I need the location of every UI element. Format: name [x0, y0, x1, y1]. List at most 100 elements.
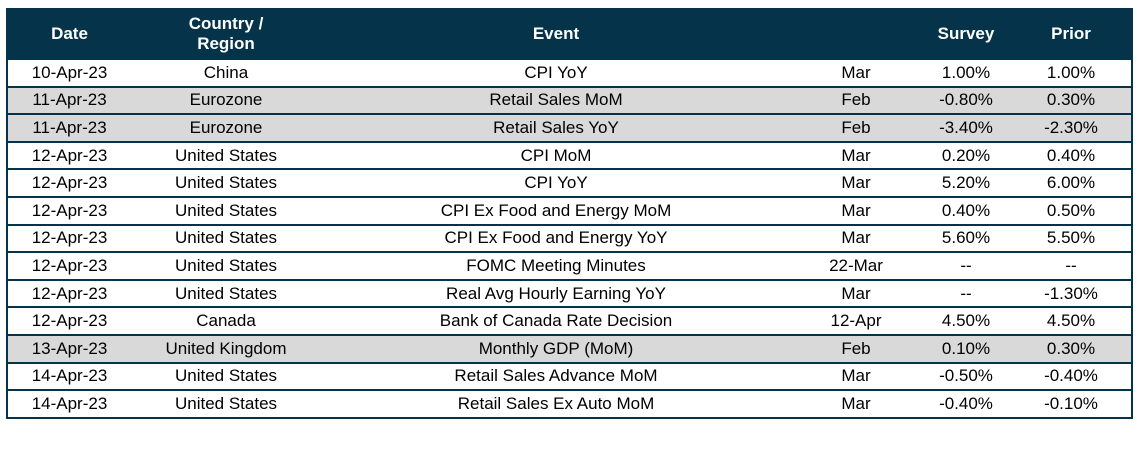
cell-country: United States: [131, 361, 321, 392]
cell-prior: 6.00%: [1011, 168, 1132, 198]
column-header-label: Survey: [937, 23, 995, 43]
cell-prior: -2.30%: [1011, 113, 1132, 143]
cell-country: China: [131, 58, 321, 88]
cell-country: United States: [131, 140, 321, 171]
cell-country: United States: [131, 389, 321, 419]
column-header-survey: Survey: [921, 9, 1011, 59]
column-header-country: Country / Region: [131, 9, 321, 59]
cell-event: Real Avg Hourly Earning YoY: [321, 278, 791, 309]
column-header-event: Event: [321, 9, 791, 59]
cell-period: Mar: [791, 389, 921, 419]
cell-prior: -1.30%: [1011, 278, 1132, 309]
cell-period: 12-Apr: [791, 306, 921, 336]
column-header-period: [791, 9, 921, 59]
cell-country: United States: [131, 278, 321, 309]
cell-period: Mar: [791, 278, 921, 309]
table-body: 10-Apr-23 China CPI YoY Mar 1.00% 1.00% 11-Apr…: [7, 58, 1132, 419]
table-row: 13-Apr-23 United Kingdom Monthly GDP (MoM)…: [7, 333, 1132, 364]
column-header-date: Date: [7, 9, 131, 59]
cell-survey: 4.50%: [921, 306, 1011, 336]
column-header-prior: Prior: [1011, 9, 1132, 59]
cell-country: Eurozone: [131, 113, 321, 143]
cell-event: Bank of Canada Rate Decision: [321, 306, 791, 336]
cell-period: Mar: [791, 361, 921, 392]
cell-survey: --: [921, 278, 1011, 309]
economic-calendar-table: Date Country / Region Event Survey Prior 10-…: [6, 8, 1133, 419]
cell-survey: 0.20%: [921, 140, 1011, 171]
table-row: 12-Apr-23 United States CPI MoM Mar 0.20% 0.4…: [7, 140, 1132, 171]
cell-event: Retail Sales MoM: [321, 85, 791, 116]
cell-date: 12-Apr-23: [7, 306, 131, 336]
cell-country: United States: [131, 195, 321, 226]
cell-country: Canada: [131, 306, 321, 336]
cell-survey: 0.40%: [921, 195, 1011, 226]
column-header-label: Date: [51, 23, 88, 43]
table-row: 12-Apr-23 Canada Bank of Canada Rate Decis…: [7, 306, 1132, 336]
table-row: 12-Apr-23 United States CPI Ex Food and En…: [7, 195, 1132, 226]
cell-period: Mar: [791, 195, 921, 226]
cell-event: CPI MoM: [321, 140, 791, 171]
economic-calendar: Date Country / Region Event Survey Prior 10-…: [6, 8, 1133, 419]
header-row: Date Country / Region Event Survey Prior: [7, 9, 1132, 59]
column-header-label: Prior: [1051, 23, 1091, 43]
cell-date: 10-Apr-23: [7, 58, 131, 88]
cell-date: 14-Apr-23: [7, 361, 131, 392]
cell-country: United States: [131, 168, 321, 198]
cell-prior: 0.40%: [1011, 140, 1132, 171]
cell-event: Retail Sales YoY: [321, 113, 791, 143]
cell-date: 13-Apr-23: [7, 333, 131, 364]
cell-event: FOMC Meeting Minutes: [321, 251, 791, 281]
table-row: 12-Apr-23 United States Real Avg Hourly Ea…: [7, 278, 1132, 309]
table-row: 12-Apr-23 United States FOMC Meeting Minut…: [7, 251, 1132, 281]
cell-period: Feb: [791, 113, 921, 143]
cell-date: 12-Apr-23: [7, 195, 131, 226]
cell-date: 12-Apr-23: [7, 140, 131, 171]
cell-date: 12-Apr-23: [7, 278, 131, 309]
table-row: 11-Apr-23 Eurozone Retail Sales YoY Feb -3.4…: [7, 113, 1132, 143]
cell-prior: 1.00%: [1011, 58, 1132, 88]
column-header-label: Country / Region: [188, 13, 264, 53]
cell-period: Mar: [791, 223, 921, 254]
cell-date: 12-Apr-23: [7, 168, 131, 198]
cell-event: CPI YoY: [321, 58, 791, 88]
cell-prior: 5.50%: [1011, 223, 1132, 254]
cell-date: 12-Apr-23: [7, 251, 131, 281]
cell-event: CPI Ex Food and Energy MoM: [321, 195, 791, 226]
cell-prior: 4.50%: [1011, 306, 1132, 336]
cell-prior: -0.10%: [1011, 389, 1132, 419]
cell-survey: -0.80%: [921, 85, 1011, 116]
cell-period: Feb: [791, 85, 921, 116]
cell-survey: 0.10%: [921, 333, 1011, 364]
table-row: 12-Apr-23 United States CPI Ex Food and En…: [7, 223, 1132, 254]
table-row: 14-Apr-23 United States Retail Sales Advan…: [7, 361, 1132, 392]
cell-country: United States: [131, 223, 321, 254]
cell-date: 11-Apr-23: [7, 85, 131, 116]
cell-event: Monthly GDP (MoM): [321, 333, 791, 364]
cell-event: CPI Ex Food and Energy YoY: [321, 223, 791, 254]
cell-country: United States: [131, 251, 321, 281]
cell-country: Eurozone: [131, 85, 321, 116]
cell-date: 12-Apr-23: [7, 223, 131, 254]
cell-prior: 0.30%: [1011, 85, 1132, 116]
cell-survey: -0.40%: [921, 389, 1011, 419]
cell-survey: 5.60%: [921, 223, 1011, 254]
cell-event: Retail Sales Ex Auto MoM: [321, 389, 791, 419]
cell-survey: --: [921, 251, 1011, 281]
cell-event: Retail Sales Advance MoM: [321, 361, 791, 392]
cell-prior: 0.30%: [1011, 333, 1132, 364]
table-row: 12-Apr-23 United States CPI YoY Mar 5.20% 6.0…: [7, 168, 1132, 198]
cell-date: 11-Apr-23: [7, 113, 131, 143]
table-row: 14-Apr-23 United States Retail Sales Ex Au…: [7, 389, 1132, 419]
cell-date: 14-Apr-23: [7, 389, 131, 419]
column-header-label: Event: [532, 23, 580, 43]
cell-survey: -3.40%: [921, 113, 1011, 143]
cell-prior: 0.50%: [1011, 195, 1132, 226]
cell-prior: -0.40%: [1011, 361, 1132, 392]
cell-country: United Kingdom: [131, 333, 321, 364]
table-row: 10-Apr-23 China CPI YoY Mar 1.00% 1.00%: [7, 58, 1132, 88]
cell-survey: 5.20%: [921, 168, 1011, 198]
cell-period: Mar: [791, 58, 921, 88]
cell-event: CPI YoY: [321, 168, 791, 198]
cell-period: 22-Mar: [791, 251, 921, 281]
table-header: Date Country / Region Event Survey Prior: [7, 9, 1132, 59]
